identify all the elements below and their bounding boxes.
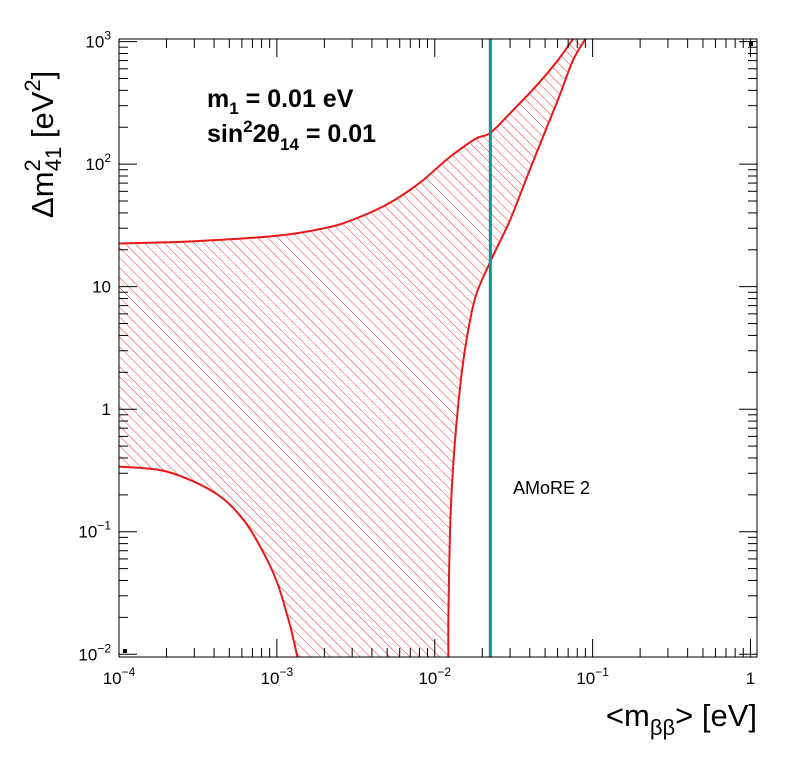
plot-area [118, 38, 758, 658]
x-tick-label: 10−2 [418, 665, 451, 688]
annotation-mixing-sub: 14 [280, 135, 299, 154]
y-tick-label: 102 [85, 151, 111, 174]
x-tick-label: 10−4 [103, 665, 136, 688]
y-axis-title-prefix: Δm [25, 171, 60, 218]
corner-marker-bottom-left [123, 649, 127, 653]
corner-marker-top-right [749, 42, 753, 46]
y-axis-title-sup2: 2 [20, 79, 45, 91]
plot-frame [118, 38, 758, 658]
annotation-mass: m1 = 0.01 eV [207, 85, 354, 118]
x-tick-label: 1 [746, 669, 755, 688]
y-axis-title-close: ] [25, 71, 60, 80]
x-axis-title-prefix: <m [606, 698, 650, 733]
x-tick-labels: 10−4 10−3 10−2 10−1 1 [103, 665, 756, 688]
y-tick-label: 10 [92, 278, 111, 297]
x-tick-label: 10−1 [576, 665, 609, 688]
annotation-mixing-sup: 2 [243, 117, 252, 136]
y-axis-title-sub: 41 [41, 147, 66, 171]
y-tick-label: 10−2 [78, 641, 111, 664]
annotation-mass-suffix: = 0.01 eV [239, 85, 354, 113]
annotation-mass-prefix: m [207, 85, 229, 113]
y-axis-title-suffix: [eV [25, 91, 60, 146]
vline-label: AMoRE 2 [513, 478, 590, 498]
upper-boundary-curve [119, 39, 574, 245]
axis-ticks [118, 39, 757, 657]
x-tick-label: 10−3 [261, 665, 294, 688]
annotation-mass-sub: 1 [229, 99, 238, 118]
y-tick-labels: 10−2 10−1 1 10 102 103 [78, 29, 111, 665]
allowed-band-hatch [119, 39, 586, 657]
y-axis-title: Δm241 [eV2] [20, 71, 66, 218]
y-tick-label: 1 [102, 400, 111, 419]
x-axis-title-suffix: > [eV] [675, 698, 757, 733]
x-axis-title: <mββ> [eV] [606, 698, 757, 740]
y-axis-title-sup: 2 [20, 159, 45, 171]
annotation-mixing: sin22θ14 = 0.01 [207, 117, 376, 154]
y-tick-label: 10−1 [78, 519, 111, 542]
y-tick-label: 103 [85, 29, 111, 52]
annotation-mixing-prefix: sin [207, 120, 243, 148]
x-axis-title-sub: ββ [650, 715, 675, 740]
annotation-mixing-suffix: = 0.01 [299, 120, 376, 148]
annotation-mixing-mid: 2θ [253, 120, 280, 148]
lower-boundary-curve [119, 465, 299, 657]
right-boundary-curve [447, 39, 587, 657]
